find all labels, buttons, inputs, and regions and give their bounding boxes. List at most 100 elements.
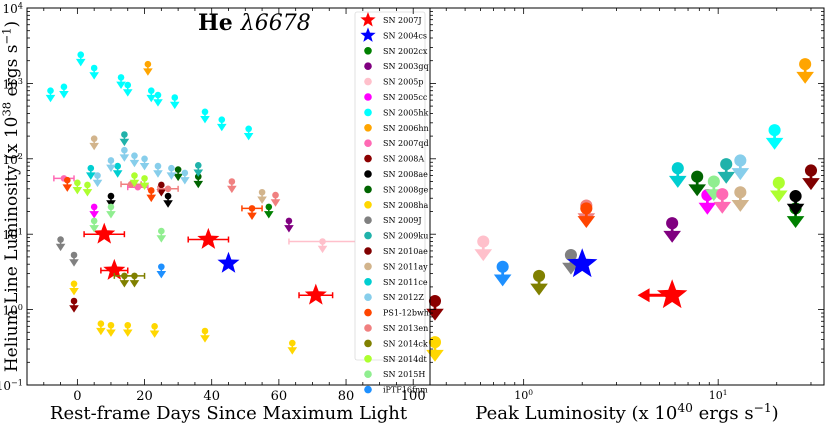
legend-label: SN 2014dt xyxy=(383,355,428,364)
circle-marker xyxy=(154,91,162,99)
legend-label: SN 2007J xyxy=(383,16,422,25)
circle-marker xyxy=(734,154,747,167)
circle-marker xyxy=(107,321,115,329)
legend-box xyxy=(354,11,426,361)
circle-marker xyxy=(107,192,115,200)
y-tick-label: 104 xyxy=(3,0,23,16)
plot-frame xyxy=(26,7,825,386)
circle-marker xyxy=(772,176,785,189)
upper-limit-arrow xyxy=(45,94,56,103)
legend-item: SN 2012Z xyxy=(364,293,424,302)
y-axis-label-part: Helium Line Luminosity (x 10 xyxy=(2,117,22,373)
legend-label: SN 2006hn xyxy=(383,124,429,133)
circle-marker xyxy=(114,162,121,170)
legend-item: SN 2014ck xyxy=(364,339,428,348)
circle-marker xyxy=(496,260,509,273)
legend-label: SN 2005cc xyxy=(383,93,428,102)
circle-marker xyxy=(168,164,175,172)
x-tick-label-right-part: 1 xyxy=(723,388,728,397)
upper-limit-arrow xyxy=(112,170,123,178)
upper-limit-arrow xyxy=(75,58,86,67)
circle-marker xyxy=(70,251,78,259)
upper-limit-arrow xyxy=(166,172,177,180)
upper-limit-arrow xyxy=(180,177,190,185)
upper-limit-arrow xyxy=(796,71,814,84)
circle-marker xyxy=(117,74,125,81)
legend-label: SN 2008ha xyxy=(383,201,429,210)
legend-circle-marker xyxy=(364,247,372,255)
upper-limit-arrow xyxy=(770,190,788,203)
legend-circle-marker xyxy=(364,308,372,317)
legend-item: SN 2008ge xyxy=(364,185,429,194)
legend-item: SN 2011ce xyxy=(364,278,428,287)
legend-item: SN 2005p xyxy=(364,78,424,87)
y-tick-label-part: 10 xyxy=(3,77,18,91)
legend-circle-marker xyxy=(364,293,372,302)
axes-frames xyxy=(26,7,825,386)
circle-marker xyxy=(141,155,148,163)
circle-marker xyxy=(218,116,226,124)
star-marker xyxy=(197,227,220,249)
legend-item: SN 2015H xyxy=(364,370,425,379)
circle-marker xyxy=(768,124,781,137)
upper-limit-arrow xyxy=(143,68,153,76)
y-tick-label-part: 10 xyxy=(3,228,18,242)
upper-limit-arrow xyxy=(802,178,820,191)
legend-label: SN 2008ge xyxy=(383,185,429,194)
upper-limit-arrow xyxy=(72,187,83,195)
upper-limit-arrow xyxy=(139,163,150,171)
upper-limit-arrow xyxy=(474,249,493,262)
x-tick-label: 60 xyxy=(271,389,288,404)
legend-item: SN 2009J xyxy=(364,216,422,225)
upper-limit-arrow xyxy=(688,184,706,197)
circle-marker xyxy=(90,203,98,211)
upper-limit-arrow xyxy=(786,203,805,216)
upper-limit-arrow xyxy=(156,189,167,197)
circle-marker xyxy=(151,323,158,330)
legend-star-marker xyxy=(360,27,376,42)
upper-limit-arrow xyxy=(765,137,784,150)
legend-item: SN 2009ku xyxy=(364,232,428,241)
legend-circle-marker xyxy=(364,262,372,271)
legend-item: SN 2004cs xyxy=(360,27,427,42)
upper-limit-arrow xyxy=(153,170,163,178)
upper-limit-arrow xyxy=(89,211,99,219)
upper-limit-arrow xyxy=(106,164,116,173)
upper-limit-arrow xyxy=(713,201,732,214)
legend-label: iPTF16fnm xyxy=(383,386,428,395)
x-tick-label: 0 xyxy=(73,389,81,404)
circle-marker xyxy=(181,169,189,177)
upper-limit-arrow xyxy=(116,81,126,90)
circle-marker xyxy=(228,178,236,185)
legend-item: SN 2008ae xyxy=(364,170,428,179)
circle-marker xyxy=(57,236,64,243)
circle-marker xyxy=(77,51,85,59)
legend-circle-marker xyxy=(364,324,372,332)
y-axis-label-part: ) xyxy=(2,21,22,28)
circle-marker xyxy=(60,83,68,91)
circle-marker xyxy=(147,87,155,95)
legend-label: SN 2005p xyxy=(383,78,424,87)
upper-limit-arrow xyxy=(243,132,254,141)
upper-limit-arrow xyxy=(89,225,99,233)
x-axis-label: Rest-frame Days Since Maximum Light xyxy=(50,403,408,424)
legend-circle-marker xyxy=(364,385,372,394)
circle-marker xyxy=(90,64,98,72)
circle-marker xyxy=(107,157,115,164)
legend-circle-marker xyxy=(364,93,372,101)
circle-marker xyxy=(734,186,747,199)
legend-circle-marker xyxy=(364,370,372,379)
y-tick-label: 102 xyxy=(3,151,23,167)
upper-limit-arrow xyxy=(717,171,736,184)
upper-limit-arrow xyxy=(163,200,173,208)
upper-limit-arrow xyxy=(146,94,157,103)
upper-limit-arrow xyxy=(59,91,69,99)
legend-label: SN 2008ae xyxy=(383,170,428,179)
circle-marker xyxy=(164,192,172,200)
upper-limit-arrow xyxy=(119,138,130,147)
x-tick-label-right-part: 0 xyxy=(528,388,533,397)
legend-circle-marker xyxy=(364,278,372,286)
upper-limit-arrow xyxy=(156,235,167,243)
y-tick-label-part: 10 xyxy=(3,2,18,16)
upper-limit-arrow xyxy=(287,347,298,355)
